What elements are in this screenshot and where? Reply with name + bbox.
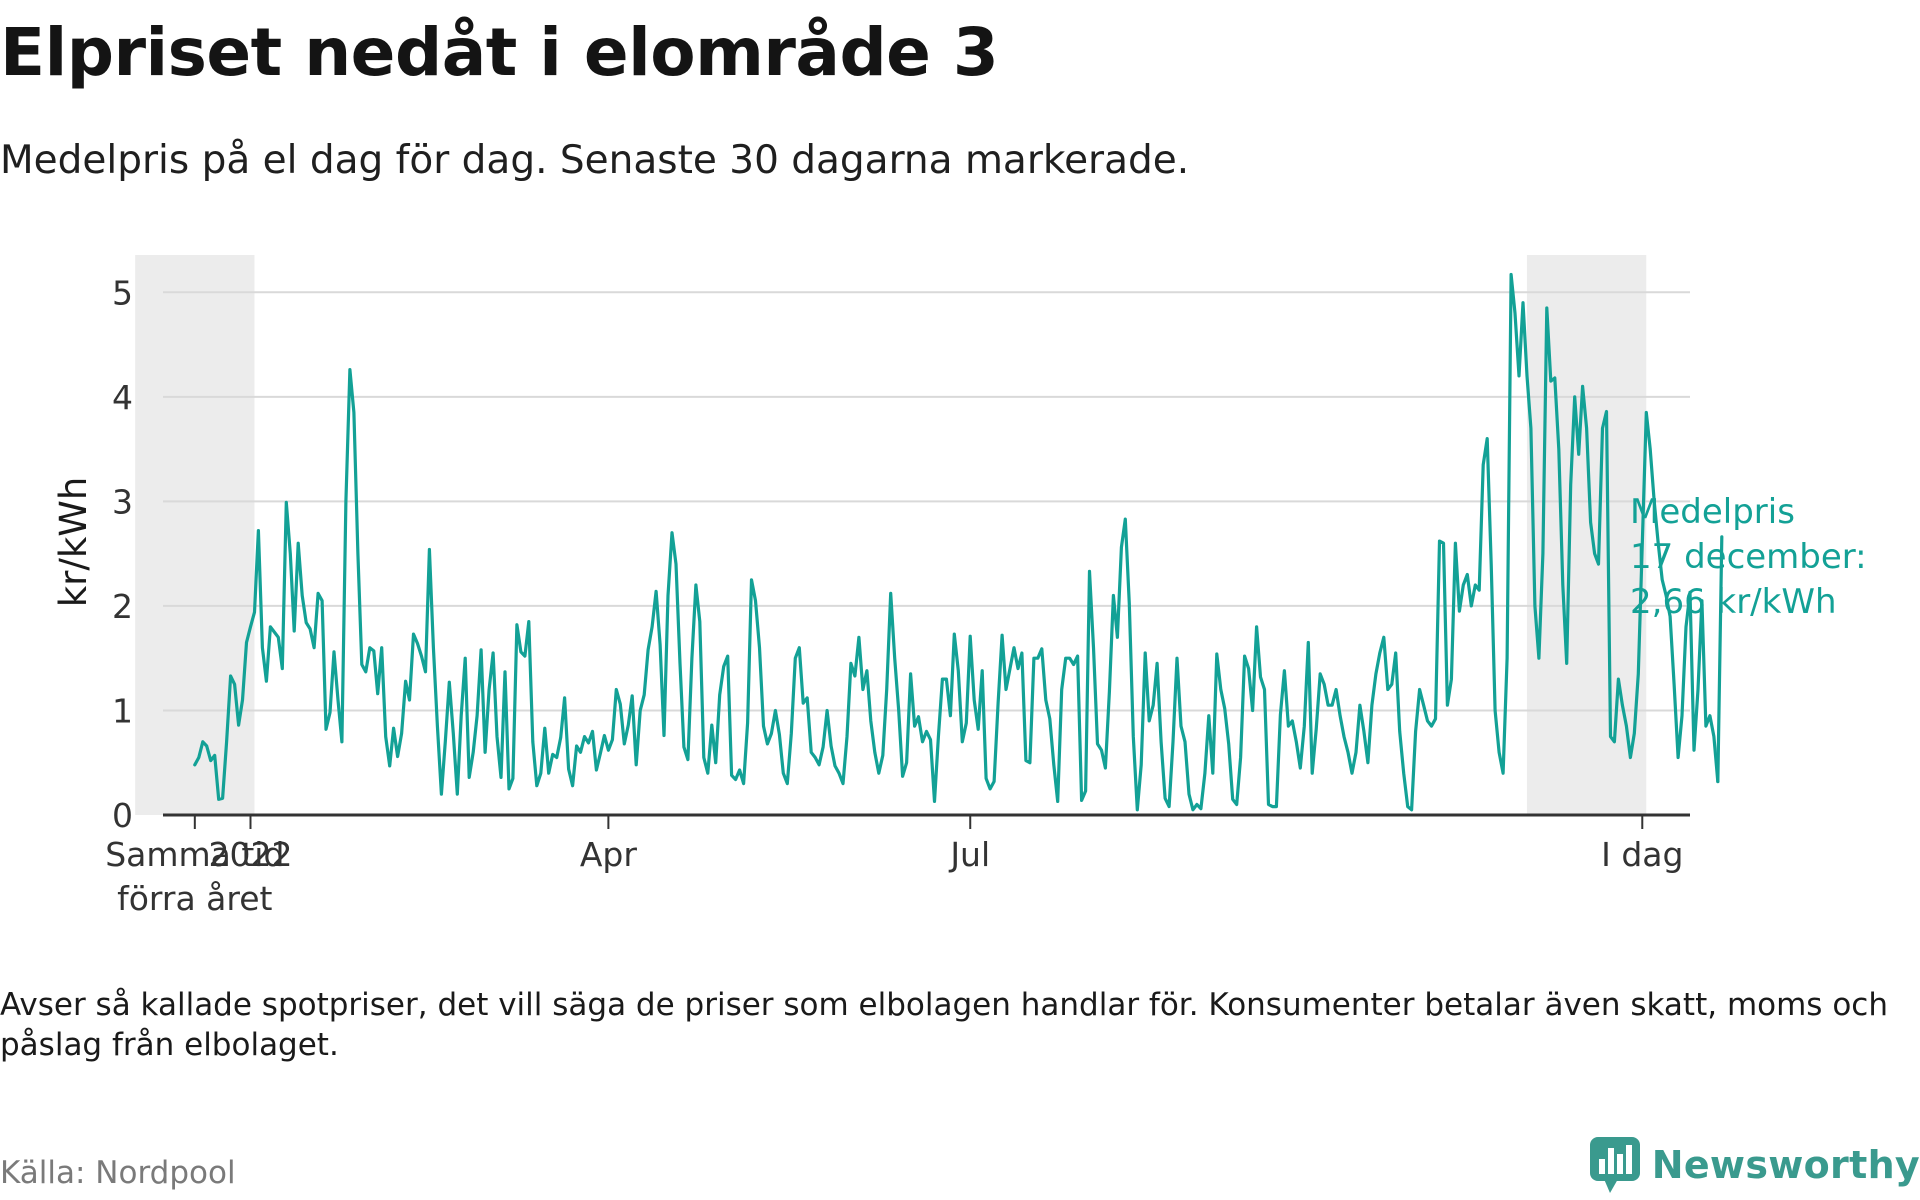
annotation-line-2: 2,66 kr/kWh [1630,582,1837,622]
y-tick-label: 3 [112,482,133,521]
y-tick-label: 2 [112,587,133,626]
newsworthy-logo: Newsworthy [1588,1135,1920,1195]
x-tick-label: Apr [580,835,638,874]
y-axis-title: kr/kWh [52,477,95,608]
source-text: Källa: Nordpool [0,1155,236,1191]
line-chart: 0 1 2 3 4 5 Samma tid förra året 2022 Apr Jul I dag… [52,255,1867,918]
annotation-line-1: 17 december: [1630,537,1867,577]
y-tick-label: 1 [112,691,133,730]
logo-text: Newsworthy [1651,1143,1920,1187]
bar-chart-speech-bubble-icon [1589,1137,1640,1193]
y-gridlines [163,291,1690,712]
annotation-line-0: Medelpris [1630,492,1795,532]
annotation-group: Medelpris 17 december: 2,66 kr/kWh [1630,492,1867,622]
axes: 0 1 2 3 4 5 Samma tid förra året 2022 Apr Jul I dag… [52,273,1690,918]
footnote: Avser så kallade spotpriser, det vill sä… [0,987,1888,1063]
x-tick-label: Jul [948,835,990,874]
x-tick-label: Samma tid [105,835,284,874]
x-tick-label: I dag [1601,835,1683,874]
x-tick-label: 2022 [208,835,292,874]
series-line-0 [193,272,1720,812]
series-last-segment [1716,535,1724,784]
y-tick-label: 5 [112,273,133,312]
y-tick-label: 4 [112,378,133,417]
chart-title: Elpriset nedåt i elområde 3 [0,14,999,91]
series-group [193,272,1724,812]
chart-subtitle: Medelpris på el dag för dag. Senaste 30 … [0,138,1190,183]
highlight-bands [135,255,1647,815]
y-tick-label: 0 [112,796,133,835]
highlight-band-0 [135,255,255,815]
x-tick-label: förra året [117,879,272,918]
